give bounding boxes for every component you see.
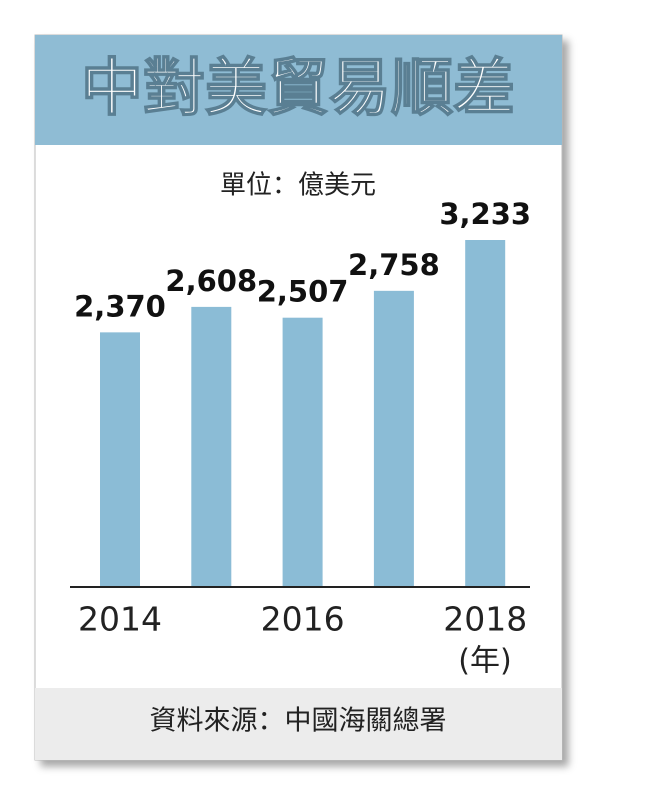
value-label: 2,608 [165, 264, 257, 298]
x-tick-label: 2018 [443, 600, 527, 639]
x-tick-label: 2014 [78, 600, 162, 639]
value-label: 2,758 [348, 248, 440, 282]
bar [191, 306, 232, 586]
x-tick-label: 2016 [261, 600, 345, 639]
chart-title: 中對美貿易順差 [81, 51, 515, 124]
value-label: 3,233 [439, 197, 531, 231]
source-note: 資料來源：中國海關總署 [150, 706, 447, 737]
value-label: 2,370 [74, 289, 166, 323]
footer-band [35, 688, 562, 760]
value-label: 2,507 [257, 275, 349, 309]
bar [282, 317, 323, 586]
bar [100, 332, 140, 586]
bar [373, 290, 414, 586]
unit-label: 單位：億美元 [220, 171, 376, 201]
title-band [35, 35, 562, 145]
bar [465, 240, 506, 586]
x-axis-label: (年) [458, 644, 511, 679]
